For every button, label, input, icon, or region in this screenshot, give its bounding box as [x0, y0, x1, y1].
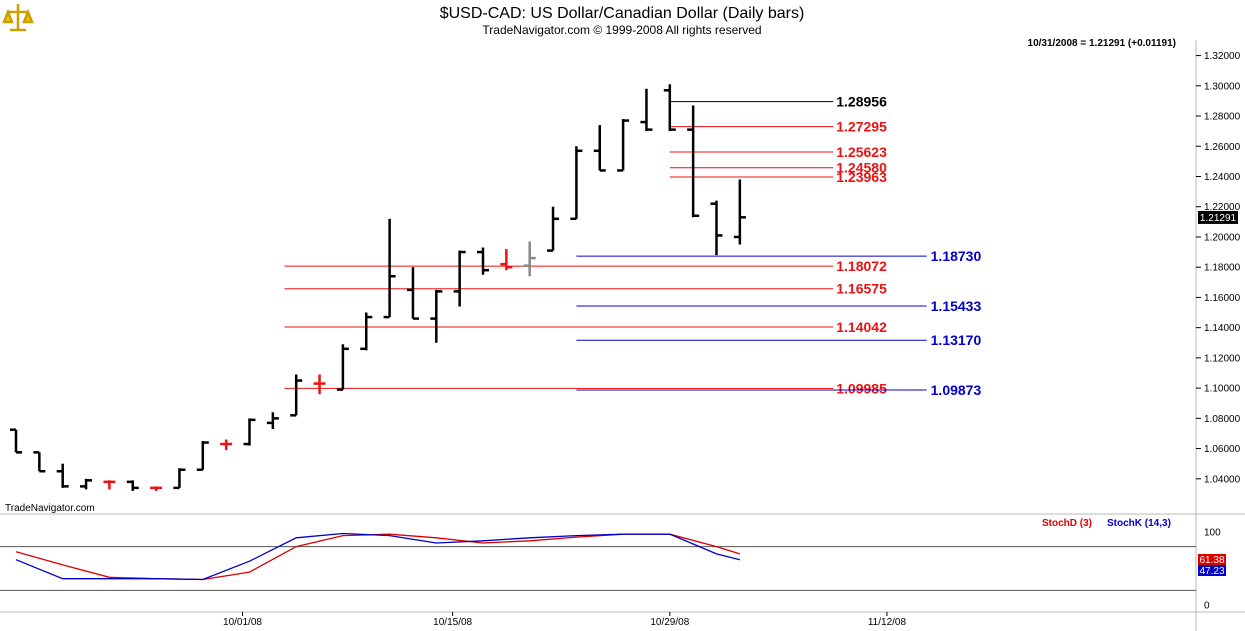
y-tick-label: 1.20000 — [1204, 232, 1241, 243]
y-tick-label: 1.10000 — [1204, 384, 1241, 395]
stoch-y-tick-label: 0 — [1204, 601, 1210, 612]
x-tick-label: 11/12/08 — [868, 617, 907, 628]
stoch-series-line — [15, 532, 741, 581]
last-price-tag-text: 1.21291 — [1200, 213, 1237, 224]
level-label: 1.16575 — [836, 281, 887, 297]
level-label: 1.27295 — [836, 119, 887, 135]
level-label: 1.25623 — [836, 144, 887, 160]
y-tick-label: 1.32000 — [1204, 51, 1241, 62]
watermark-text: TradeNavigator.com — [5, 503, 95, 514]
y-tick-label: 1.28000 — [1204, 112, 1241, 123]
x-tick-label: 10/15/08 — [433, 617, 472, 628]
stoch-last-tag-bg — [1198, 565, 1226, 576]
chart-subtitle: TradeNavigator.com © 1999-2008 All right… — [482, 23, 761, 37]
y-tick-label: 1.18000 — [1204, 263, 1241, 274]
y-tick-label: 1.24000 — [1204, 172, 1241, 183]
trade-navigator-logo-icon — [2, 2, 34, 36]
price-bars — [10, 84, 746, 491]
stoch-series-line — [15, 533, 741, 581]
y-tick-label: 1.22000 — [1204, 202, 1241, 213]
level-label: 1.13170 — [931, 332, 982, 348]
y-tick-label: 1.26000 — [1204, 142, 1241, 153]
y-tick-label: 1.16000 — [1204, 293, 1241, 304]
chart-title: $USD-CAD: US Dollar/Canadian Dollar (Dai… — [440, 5, 805, 22]
y-tick-label: 1.08000 — [1204, 414, 1241, 425]
status-readout: 10/31/2008 = 1.21291 (+0.01191) — [1028, 38, 1176, 49]
stoch-last-tag-text: 61.38 — [1199, 555, 1224, 566]
date-axis: 10/01/08 10/15/08 10/29/08 11/12/08 — [223, 612, 906, 628]
level-label: 1.23963 — [836, 169, 887, 185]
stoch-last-tag-text: 47.23 — [1199, 566, 1224, 577]
last-price-tag: 1.21291 — [1198, 210, 1238, 224]
level-label: 1.28956 — [836, 94, 887, 110]
level-label: 1.14042 — [836, 319, 887, 335]
stoch-k-legend: StochK (14,3) — [1107, 518, 1171, 529]
price-y-axis: 1.04000 1.06000 1.08000 1.10000 1.12000 1.140… — [1196, 51, 1241, 485]
y-tick-label: 1.12000 — [1204, 353, 1241, 364]
stoch-last-tag-bg — [1198, 554, 1226, 565]
level-label: 1.09873 — [931, 382, 982, 398]
level-label: 1.09985 — [836, 380, 887, 396]
last-price-tag-bg — [1198, 210, 1238, 224]
level-label: 1.15433 — [931, 298, 982, 314]
stoch-d-legend: StochD (3) — [1042, 518, 1092, 529]
stoch-y-tick-label: 100 — [1204, 528, 1221, 539]
y-tick-label: 1.14000 — [1204, 323, 1241, 334]
y-tick-label: 1.06000 — [1204, 444, 1241, 455]
level-label: 1.24580 — [836, 160, 887, 176]
x-tick-label: 10/01/08 — [223, 617, 262, 628]
level-label: 1.18730 — [931, 248, 982, 264]
y-tick-label: 1.04000 — [1204, 474, 1241, 485]
level-label: 1.18072 — [836, 258, 887, 274]
y-tick-label: 1.30000 — [1204, 81, 1241, 92]
x-tick-label: 10/29/08 — [650, 617, 689, 628]
